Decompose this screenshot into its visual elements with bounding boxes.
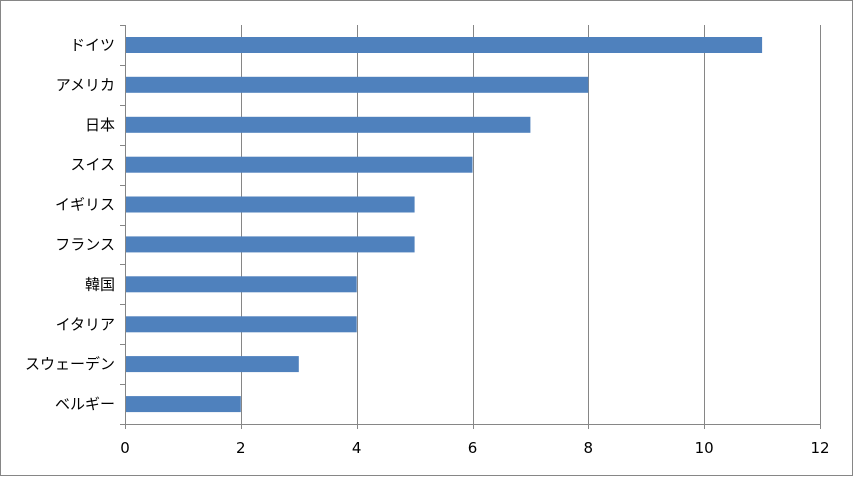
- x-tick-label: 8: [584, 439, 594, 457]
- axes: [120, 25, 821, 429]
- bar-0: [126, 37, 763, 53]
- bar-6: [126, 276, 357, 293]
- bars: [126, 37, 763, 413]
- bar-5: [126, 236, 415, 253]
- category-label: スイス: [70, 156, 115, 174]
- category-label: アメリカ: [56, 76, 115, 94]
- category-label: 日本: [85, 116, 115, 134]
- x-tick-label: 12: [810, 439, 829, 457]
- x-tick-label: 6: [468, 439, 478, 457]
- category-label: 韓国: [85, 275, 115, 293]
- x-tick-label: 0: [120, 439, 130, 457]
- category-label: スウェーデン: [25, 355, 115, 373]
- category-label: ベルギー: [55, 395, 115, 413]
- bar-2: [126, 116, 531, 133]
- x-tick-label: 10: [695, 439, 714, 457]
- x-tick-label: 2: [236, 439, 246, 457]
- bar-7: [126, 316, 357, 333]
- category-label: フランス: [55, 235, 115, 253]
- bar-1: [126, 76, 589, 93]
- x-tick-labels: 0 2 4 6 8 10 12: [120, 439, 829, 457]
- bar-9: [126, 396, 241, 413]
- category-label: イギリス: [55, 196, 115, 214]
- bar-4: [126, 196, 415, 213]
- category-label: ドイツ: [70, 36, 115, 54]
- category-label: イタリア: [56, 315, 115, 333]
- bar-8: [126, 356, 299, 373]
- bar-3: [126, 156, 473, 173]
- x-tick-label: 4: [352, 439, 362, 457]
